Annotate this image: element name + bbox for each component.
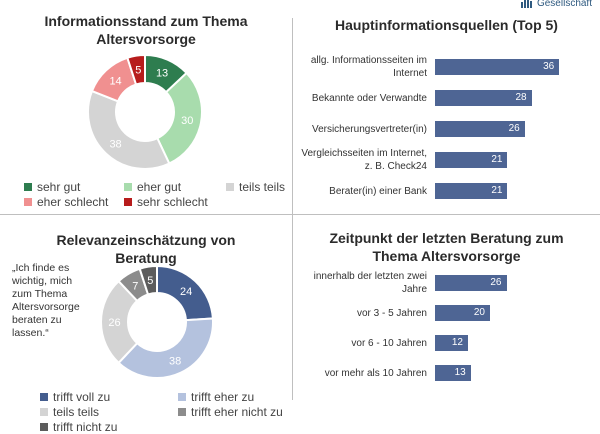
slice-value-label: 5 (135, 65, 141, 77)
bar-innerhalb-der-letzten-zwei-jahre: 26 (435, 275, 507, 291)
logo-text: Gesellschaft (536, 0, 592, 9)
legend-swatch (40, 408, 48, 416)
panel-hauptinformationsquellen: Hauptinformationsquellen (Top 5) allg. I… (293, 0, 600, 214)
bar-value-label: 13 (454, 367, 466, 378)
donut-slice-sehr-schlecht (126, 53, 146, 86)
slice-value-label: 24 (180, 286, 192, 298)
legend-label: sehr gut (37, 180, 81, 194)
legend-label: teils teils (53, 405, 100, 419)
donut-slice-teils-teils (87, 89, 171, 170)
bar-vor-mehr-als-10-jahren: 13 (435, 365, 471, 381)
legend-label: trifft eher nicht zu (191, 405, 283, 419)
quote-annotation: „Ich finde es wichtig, mich zum Thema Al… (12, 262, 80, 339)
legend-swatch (124, 198, 132, 206)
legend-label: trifft nicht zu (53, 420, 118, 434)
slice-value-label: 38 (109, 138, 121, 150)
brand-logo: Gesellschaft (520, 0, 592, 9)
legend-label: eher schlecht (37, 195, 109, 209)
legend-item-sehr-gut: sehr gut (24, 180, 80, 194)
bar-category-label: vor 6 - 10 Jahren (351, 337, 427, 349)
legend-swatch (178, 393, 186, 401)
legend-item-trifft-voll-zu: trifft voll zu (40, 390, 110, 404)
legend-item-sehr-schlecht: sehr schlecht (124, 195, 208, 209)
bar-vor-6-10-jahren: 12 (435, 335, 468, 351)
chart-title: Hauptinformationsquellen (Top 5) (335, 17, 558, 33)
slice-value-label: 38 (169, 355, 181, 367)
legend-item-trifft-eher-zu: trifft eher zu (178, 390, 254, 404)
legend-label: sehr schlecht (137, 195, 208, 209)
legend-label: teils teils (239, 180, 286, 194)
bar-category-label: Bekannte oder Verwandte (311, 92, 427, 104)
legend-item-teils-teils: teils teils (226, 180, 285, 194)
bar-value-label: 21 (491, 154, 503, 165)
vertical-divider (292, 18, 293, 400)
bar-category-label: Berater(in) einer Bank (329, 185, 427, 197)
donut-slice-trifft-eher-zu (117, 317, 214, 379)
legend-swatch (24, 198, 32, 206)
legend-swatch (226, 183, 234, 191)
legend-item-trifft-eher-nicht-zu: trifft eher nicht zu (178, 405, 283, 419)
bar-allg-informationsseiten-im-internet: 36 (435, 59, 560, 75)
bar-vergleichsseiten-im-internet-z-b-check24: 21 (435, 152, 508, 168)
bar-category-label: innerhalb der letzten zwei Jahre (313, 271, 427, 295)
legend-label: trifft eher zu (191, 390, 255, 404)
donut-chart-informationsstand: 13 30 38 14 5 (87, 53, 203, 170)
legend-label: trifft voll zu (53, 390, 111, 404)
legend-swatch (40, 393, 48, 401)
legend-item-teils-teils: teils teils (40, 405, 99, 419)
bar-category-label: allg. Informationsseiten im Internet (310, 55, 427, 79)
bar-berater-in-einer-bank: 21 (435, 183, 508, 199)
legend-item-eher-gut: eher gut (124, 180, 181, 194)
legend-swatch (124, 183, 132, 191)
slice-value-label: 26 (108, 317, 120, 329)
horizontal-divider (0, 214, 600, 215)
legend-item-eher-schlecht: eher schlecht (24, 195, 108, 209)
donut-slice-trifft-nicht-zu (138, 264, 158, 296)
bar-value-label: 20 (473, 307, 485, 318)
bar-category-label: Versicherungsvertreter(in) (311, 123, 427, 135)
legend-label: eher gut (137, 180, 182, 194)
legend-swatch (40, 423, 48, 431)
bar-category-label: vor mehr als 10 Jahren (324, 367, 427, 379)
bar-category-label: Vergleichsseiten im Internet, z. B. Chec… (301, 148, 427, 172)
donut-chart-relevanz: 24 38 26 7 5 (100, 264, 214, 379)
legend-relevanz: trifft voll zu trifft eher zu teils teils t… (0, 215, 292, 434)
panel-zeitpunkt-beratung: Zeitpunkt der letzten Beratung zum Thema… (293, 215, 600, 400)
chart-title: Zeitpunkt der letzten Beratung zum Thema… (329, 230, 564, 264)
bar-value-label: 12 (451, 337, 463, 348)
legend-swatch (24, 183, 32, 191)
bar-versicherungsvertreter-in: 26 (435, 121, 525, 137)
chart-title: Informationsstand zum Thema Altersvorsor… (44, 13, 248, 47)
legend-informationsstand: sehr gut eher gut teils teils eher schlecht… (0, 180, 292, 220)
bar-vor-3-5-jahren: 20 (435, 305, 490, 321)
bar-category-label: vor 3 - 5 Jahren (356, 307, 427, 319)
bar-bekannte-oder-verwandte: 28 (435, 90, 532, 106)
chart-title: Relevanzeinschätzung von Beratung (56, 232, 236, 266)
slice-value-label: 13 (156, 68, 168, 80)
slice-value-label: 14 (109, 76, 121, 88)
panel-informationsstand: Informationsstand zum Thema Altersvorsor… (0, 0, 292, 214)
bar-value-label: 36 (543, 61, 555, 72)
bar-value-label: 28 (515, 92, 527, 103)
donut-slice-eher-gut (156, 71, 203, 165)
bar-value-label: 21 (491, 185, 503, 196)
legend-item-trifft-nicht-zu: trifft nicht zu (40, 420, 117, 434)
slice-value-label: 30 (181, 115, 193, 127)
legend-swatch (178, 408, 186, 416)
logo-bars-icon (520, 0, 532, 8)
slice-value-label: 7 (132, 280, 138, 292)
bar-value-label: 26 (490, 277, 502, 288)
slice-value-label: 5 (147, 275, 153, 287)
bar-value-label: 26 (508, 123, 520, 134)
